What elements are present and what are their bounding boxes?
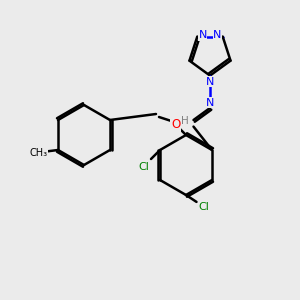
Text: H: H — [181, 116, 189, 126]
Text: Cl: Cl — [199, 202, 209, 212]
Text: O: O — [171, 118, 180, 131]
Text: CH₃: CH₃ — [29, 148, 48, 158]
Text: N: N — [206, 76, 214, 87]
Text: N: N — [199, 30, 207, 40]
Text: Cl: Cl — [138, 161, 149, 172]
Text: N: N — [206, 98, 214, 108]
Text: N: N — [213, 30, 221, 40]
